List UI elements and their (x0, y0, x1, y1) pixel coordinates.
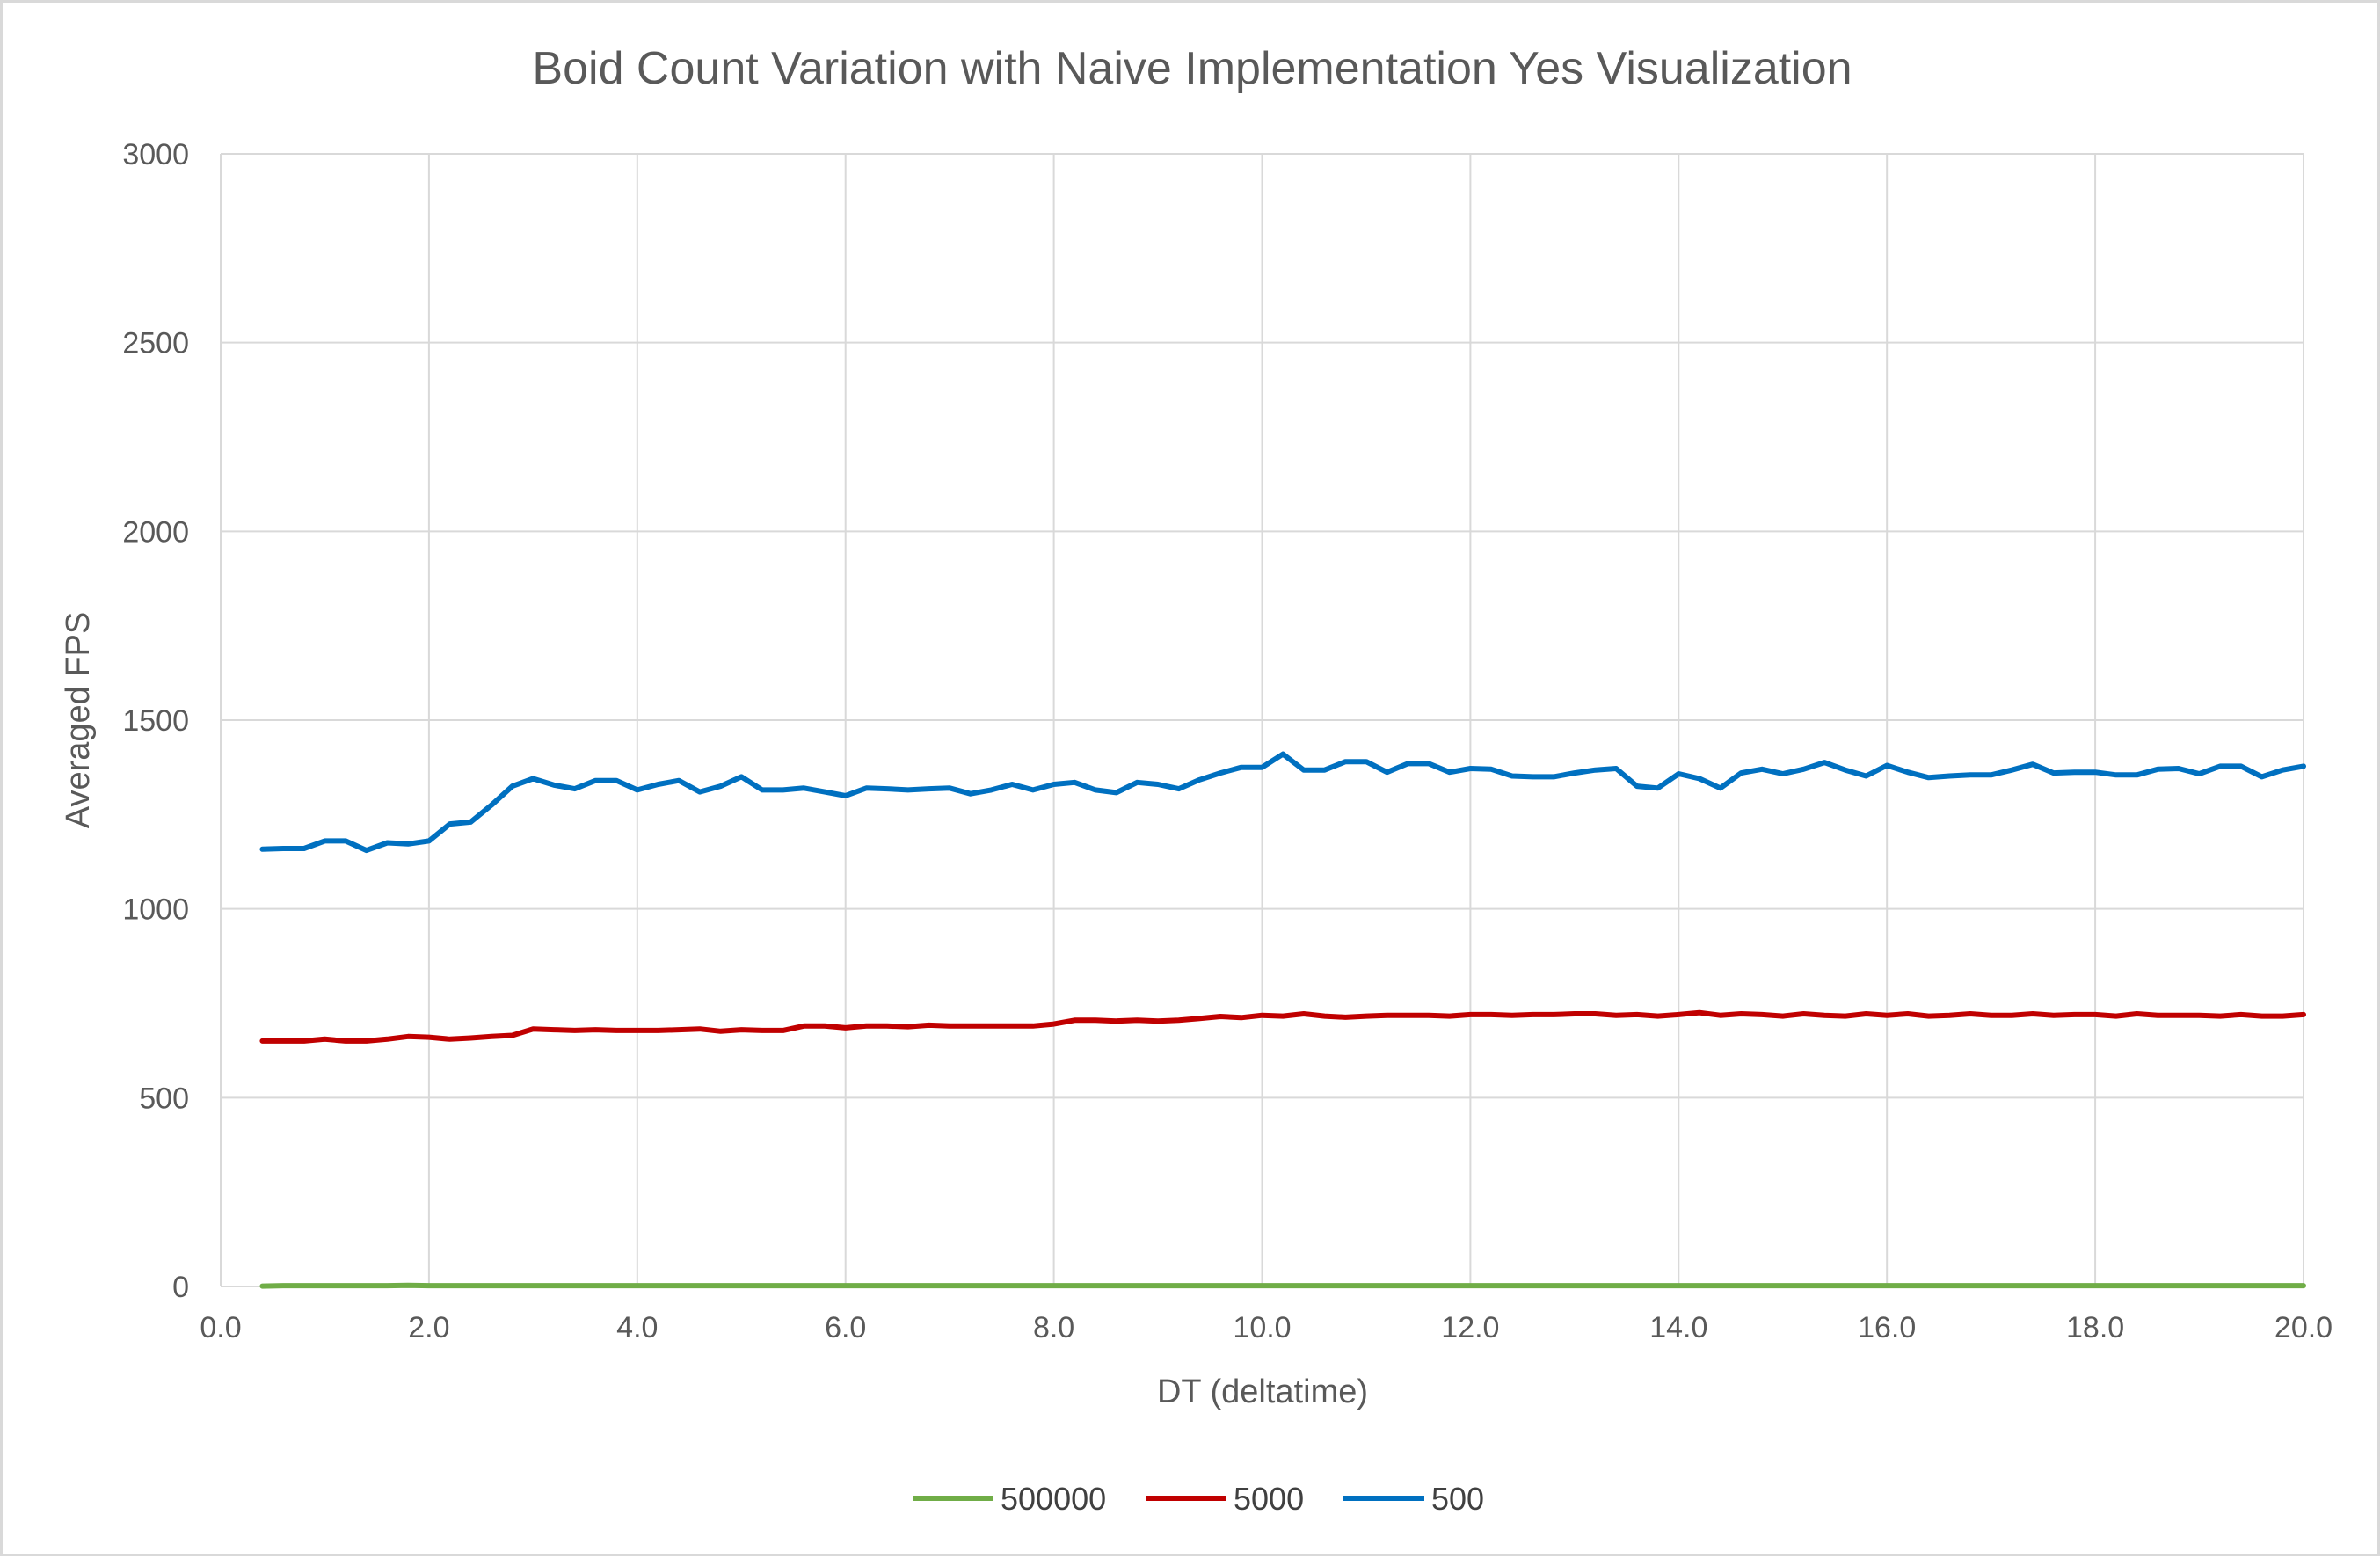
line-chart: Boid Count Variation with Naive Implemen… (60, 43, 2333, 1517)
legend-item-500000: 500000 (913, 1481, 1106, 1517)
y-tick-label: 2000 (122, 515, 189, 549)
y-tick-label: 3000 (122, 138, 189, 171)
series-lines (259, 751, 2306, 1289)
legend-label: 500 (1431, 1481, 1484, 1517)
y-tick-label: 0 (172, 1271, 189, 1304)
x-tick-label: 10.0 (1233, 1311, 1291, 1344)
x-tick-label: 8.0 (1033, 1311, 1074, 1344)
x-tick-label: 20.0 (2274, 1311, 2333, 1344)
y-tick-label: 1500 (122, 704, 189, 738)
y-tick-label: 500 (139, 1082, 189, 1115)
chart-title: Boid Count Variation with Naive Implemen… (532, 43, 1852, 94)
legend-label: 500000 (1001, 1481, 1106, 1517)
y-tick-label: 2500 (122, 327, 189, 361)
x-tick-label: 18.0 (2066, 1311, 2124, 1344)
legend-item-500: 500 (1343, 1481, 1484, 1517)
gridlines (220, 153, 2304, 1287)
x-tick-label: 14.0 (1649, 1311, 1707, 1344)
legend-label: 5000 (1234, 1481, 1304, 1517)
y-tick-label: 1000 (122, 893, 189, 927)
x-tick-label: 12.0 (1441, 1311, 1499, 1344)
x-tick-label: 16.0 (1858, 1311, 1916, 1344)
series-line-500 (259, 751, 2306, 854)
x-axis-ticks: 0.0 2.0 4.0 6.0 8.0 10.0 12.0 14.0 16.0 18.0 20.0 (200, 1311, 2333, 1344)
x-tick-label: 6.0 (825, 1311, 866, 1344)
legend-item-5000: 5000 (1146, 1481, 1304, 1517)
y-axis-title: Averaged FPS (60, 612, 97, 828)
x-tick-label: 2.0 (408, 1311, 449, 1344)
x-axis-title: DT (deltatime) (1157, 1373, 1368, 1410)
x-tick-label: 4.0 (616, 1311, 658, 1344)
legend: 500000 5000 500 (913, 1481, 1484, 1517)
x-tick-label: 0.0 (200, 1311, 241, 1344)
y-axis-ticks: 0 500 1000 1500 2000 2500 3000 (122, 138, 189, 1304)
series-line-5000 (259, 1009, 2306, 1044)
